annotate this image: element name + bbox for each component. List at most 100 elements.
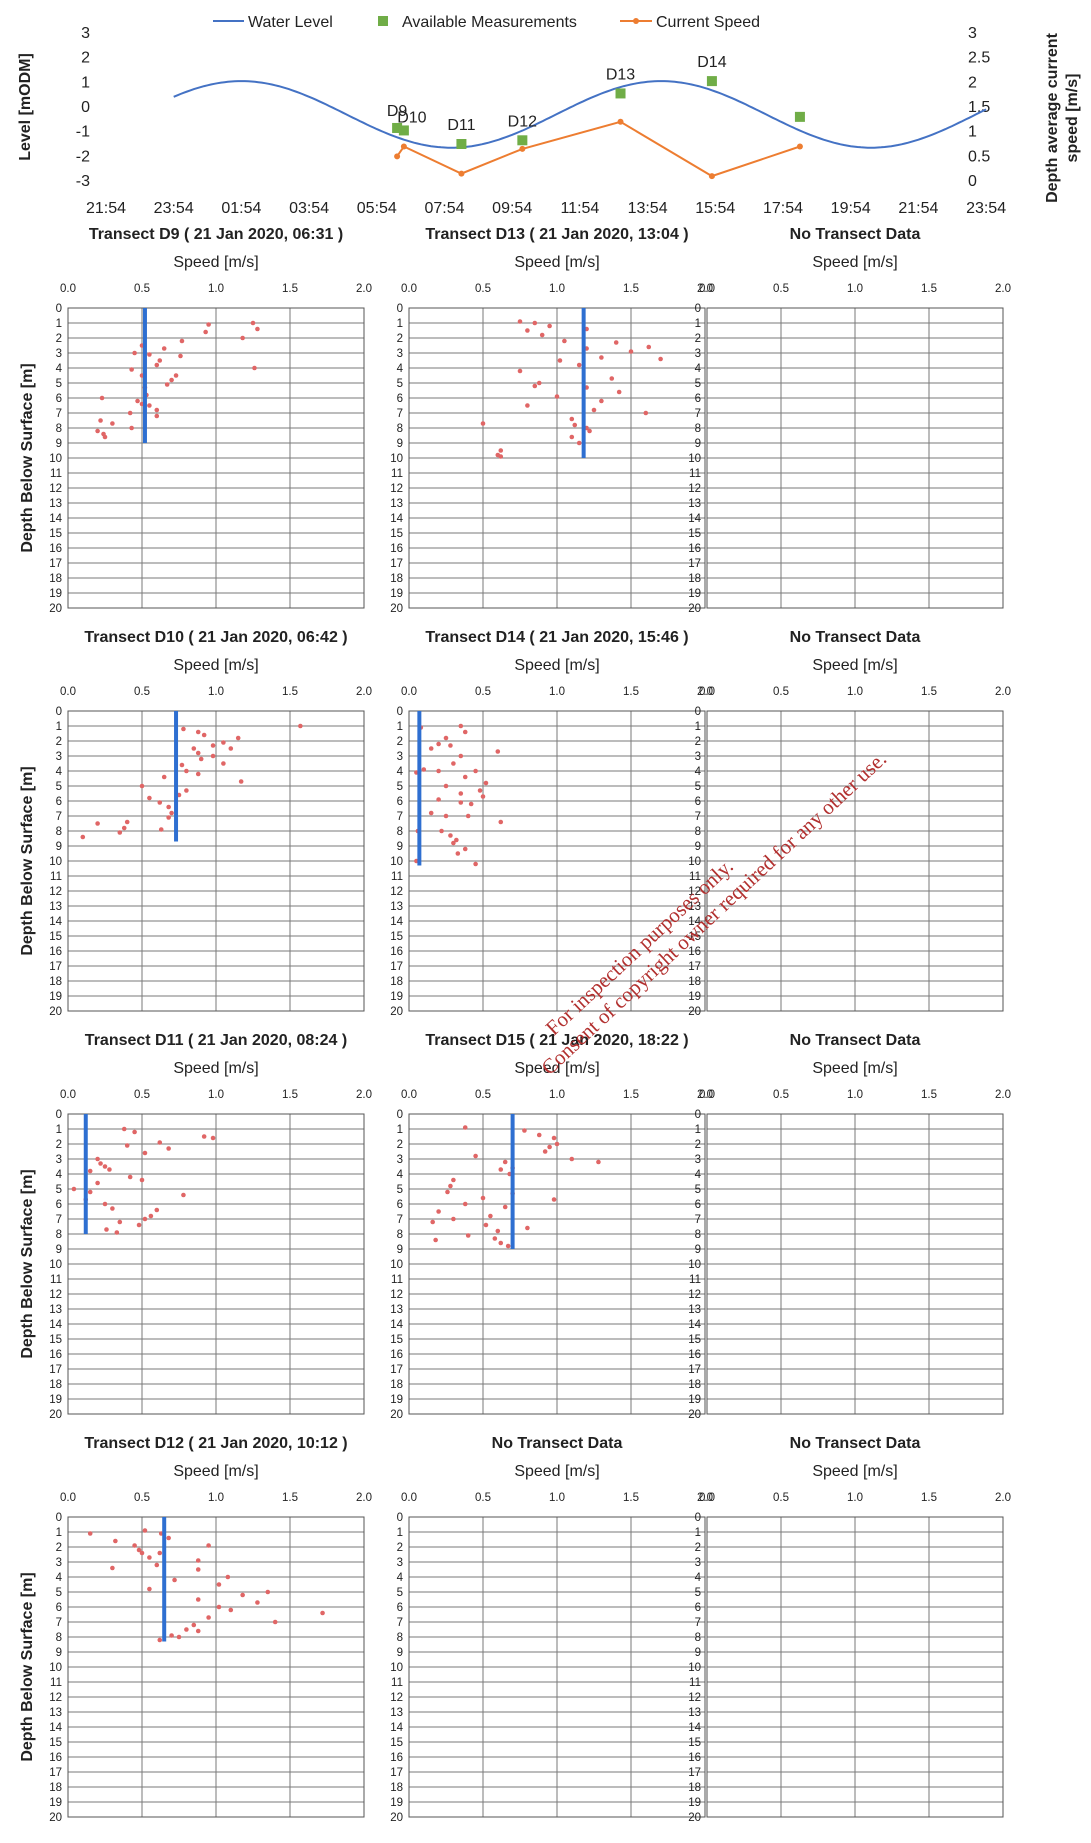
panel-y-tick: 0 [695, 303, 701, 315]
panel-y-tick: 5 [695, 1184, 701, 1196]
panel-x-tick: 0.0 [401, 283, 417, 295]
speed-point [117, 1219, 123, 1225]
panel-y-tick: 16 [390, 946, 403, 958]
panel-y-tick: 11 [50, 468, 62, 480]
panel-x-tick: 0.0 [401, 1492, 417, 1504]
speed-point [154, 1562, 160, 1568]
speed-point [195, 1628, 201, 1634]
panel-y-tick: 0 [397, 1109, 403, 1121]
panel-y-tick: 8 [397, 423, 403, 435]
speed-point [298, 723, 303, 729]
panel-x-tick: 0.5 [134, 283, 150, 295]
speed-point [154, 407, 160, 413]
panel-x-tick: 0.0 [699, 1492, 715, 1504]
speed-point [173, 373, 179, 378]
panel-y-tick: 8 [695, 826, 701, 838]
panel-y-tick: 2 [56, 1139, 62, 1151]
panel-y-tick: 8 [397, 826, 403, 838]
speed-point [255, 326, 260, 332]
speed-point [443, 783, 449, 789]
panel-y-tick: 2 [695, 1139, 701, 1151]
speed-point [498, 819, 504, 825]
panel-y-tick: 10 [688, 1259, 701, 1271]
panel-x-tick: 1.5 [282, 283, 298, 295]
speed-point [158, 827, 164, 832]
measurement-label-d14: D14 [697, 54, 726, 71]
tide-x-tick: 03:54 [289, 200, 329, 217]
tide-y-tick: 0 [81, 99, 90, 116]
speed-point [557, 358, 563, 363]
panel-grid [68, 1113, 364, 1415]
panel-y-tick: 1 [397, 1124, 403, 1136]
panel-y-tick: 2 [56, 1542, 62, 1554]
panel-y-tick: 4 [397, 766, 404, 778]
panel-x-tick: 1.0 [549, 1492, 565, 1504]
panel-y-tick: 1 [397, 1527, 403, 1539]
speed-point [502, 1159, 508, 1165]
panel-y-tick: 11 [50, 871, 62, 883]
panel-y-tick: 0 [397, 1512, 403, 1524]
measurement-label-d10: D10 [397, 109, 426, 126]
measurement-marker [794, 111, 805, 122]
panel-y-tick: 9 [56, 1244, 62, 1256]
panel-y-tick: 11 [689, 468, 701, 480]
panel-y-tick: 12 [390, 483, 403, 495]
speed-point [169, 1633, 174, 1638]
panel-y-tick: 1 [56, 1527, 62, 1539]
panel-y-tick: 10 [49, 1259, 62, 1271]
panel-y-tick: 19 [390, 588, 403, 600]
speed-point [95, 1156, 100, 1162]
panel-x-axis-label: Speed [m/s] [812, 1060, 897, 1077]
panel-y-tick: 10 [688, 856, 701, 868]
panel-y-tick: 20 [49, 603, 62, 615]
transect-panel-t-d12: Transect D12 ( 21 Jan 2020, 10:12 ) Speed… [19, 1435, 372, 1824]
panel-x-tick: 2.0 [697, 1492, 713, 1504]
panel-x-tick: 1.5 [623, 1492, 639, 1504]
panel-x-tick: 1.0 [847, 1492, 863, 1504]
speed-point [201, 732, 207, 738]
tide-y2-tick: 1 [968, 124, 977, 141]
speed-point [465, 813, 471, 819]
panel-x-tick: 0.5 [773, 686, 789, 698]
panel-y-tick: 10 [688, 1662, 701, 1674]
panel-x-tick: 1.0 [208, 283, 224, 295]
panel-y-tick: 15 [390, 528, 403, 540]
speed-point [206, 322, 211, 327]
panel-y-tick: 18 [688, 1379, 701, 1391]
speed-point [210, 1135, 216, 1141]
panel-y-tick: 17 [49, 1767, 62, 1779]
speed-point [147, 1555, 152, 1560]
speed-point [613, 340, 619, 345]
panel-y-tick: 15 [49, 528, 62, 540]
measurement-marker [517, 135, 528, 146]
speed-point [428, 746, 434, 751]
panel-y-tick: 18 [390, 1782, 403, 1794]
speed-point [110, 421, 115, 426]
panel-y-tick: 13 [390, 498, 403, 510]
panel-y-tick: 4 [56, 1169, 63, 1181]
panel-frame [408, 710, 706, 1012]
panel-frame [67, 307, 365, 609]
speed-point [462, 729, 468, 735]
panel-x-axis-label: Speed [m/s] [812, 254, 897, 271]
speed-point [480, 794, 486, 799]
panel-y-tick: 9 [695, 438, 701, 450]
panel-y-axis-label: Depth Below Surface [m] [19, 1572, 36, 1761]
speed-point [124, 819, 130, 825]
panel-y-tick: 3 [56, 1154, 62, 1166]
panel-y-tick: 0 [397, 706, 403, 718]
speed-point [255, 1600, 260, 1605]
panel-y-tick: 18 [390, 976, 403, 988]
panel-x-tick: 1.5 [623, 283, 639, 295]
panel-title: Transect D15 ( 21 Jan 2020, 18:22 ) [425, 1032, 688, 1049]
speed-point [127, 1174, 133, 1180]
speed-point [206, 1615, 211, 1620]
panel-y-tick: 9 [695, 1244, 701, 1256]
speed-point [195, 1567, 201, 1572]
speed-point [462, 774, 468, 780]
panel-y-tick: 4 [397, 363, 404, 375]
speed-point [525, 1225, 530, 1231]
panel-y-tick: 17 [390, 1767, 403, 1779]
speed-point [554, 1141, 560, 1147]
panel-x-tick: 1.5 [921, 686, 937, 698]
